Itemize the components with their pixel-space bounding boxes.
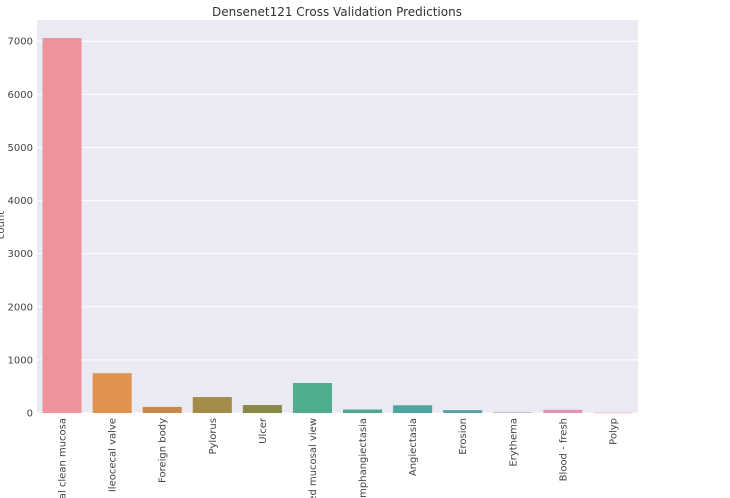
bar [92, 373, 132, 413]
y-tick-label: 5000 [8, 143, 33, 154]
y-tick-label: 7000 [8, 37, 33, 48]
x-tick-label: Blood - fresh [558, 418, 569, 481]
gridlines [37, 40, 638, 414]
x-tick-label: Foreign body [158, 418, 169, 483]
x-tick-label: Angiectasia [408, 418, 419, 476]
x-tick-label: Erosion [458, 418, 469, 455]
y-tick-label: 6000 [8, 90, 33, 101]
bar [242, 405, 282, 413]
x-tick-label: Ileocecal valve [108, 418, 119, 492]
bar [343, 409, 383, 413]
x-tick-label: Reduced mucosal view [308, 418, 319, 498]
bar [42, 38, 82, 413]
bar [292, 382, 332, 413]
x-tick-label: Pylorus [208, 418, 219, 455]
x-tick-label: Ulcer [258, 417, 269, 444]
bar [443, 410, 483, 413]
bar [393, 405, 433, 413]
bar [493, 412, 533, 413]
bar [543, 409, 583, 413]
x-tick-label: Lymphangiectasia [358, 418, 369, 498]
y-tick-label: 2000 [8, 302, 33, 313]
x-tick-label: Normal clean mucosa [58, 418, 69, 498]
y-tick-label: 1000 [8, 355, 33, 366]
y-tick-label: 3000 [8, 249, 33, 260]
x-tick-label: Polyp [608, 418, 619, 445]
y-tick-label: 4000 [8, 196, 33, 207]
x-axis-ticks: Normal clean mucosa Ileocecal valve Foreig… [58, 417, 620, 498]
bar [142, 406, 182, 413]
y-tick-label: 0 [27, 409, 33, 420]
x-tick-label: Erythema [508, 418, 519, 467]
bar [593, 412, 633, 414]
y-axis-label: count [0, 211, 7, 239]
chart-title: Densenet121 Cross Validation Predictions [212, 5, 462, 19]
y-axis-ticks: 0 1000 2000 3000 4000 5000 6000 7000 [8, 37, 33, 420]
bars [42, 38, 633, 414]
plot-area [37, 20, 638, 413]
bar [192, 397, 232, 413]
